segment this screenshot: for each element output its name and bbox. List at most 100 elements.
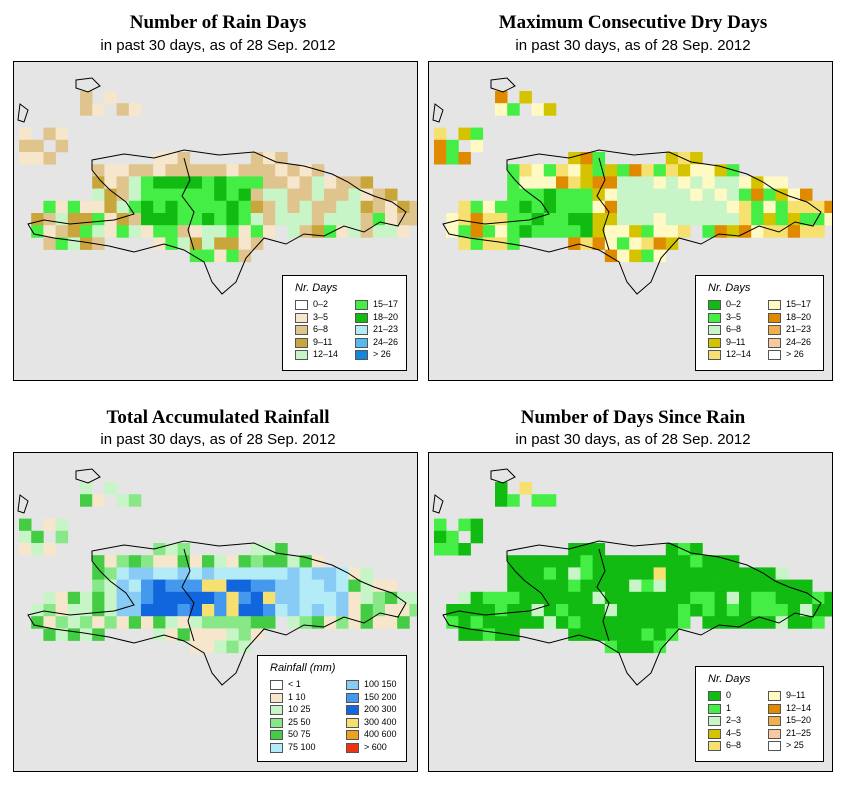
- grid-cell: [128, 494, 142, 507]
- grid-cell: [92, 176, 105, 189]
- legend-label: 25 50: [288, 716, 311, 727]
- grid-cell: [263, 164, 276, 177]
- legend-label: 21–25: [786, 727, 812, 738]
- panel-subtitle: in past 30 days, as of 28 Sep. 2012: [100, 431, 336, 448]
- grid-cell: [336, 567, 349, 580]
- grid-cell: [702, 200, 715, 214]
- grid-cell: [189, 591, 203, 605]
- grid-cell: [336, 176, 349, 189]
- grid-cell: [348, 200, 361, 214]
- grid-cell: [787, 604, 801, 617]
- grid-cell: [189, 200, 203, 214]
- grid-cell: [617, 237, 630, 250]
- grid-cell: [141, 567, 154, 580]
- grid-cell: [43, 591, 56, 605]
- grid-cell: [311, 579, 325, 593]
- grid-cell: [238, 188, 252, 202]
- grid-cell: [592, 579, 606, 593]
- grid-cell: [275, 176, 288, 189]
- grid-cell: [641, 225, 654, 238]
- legend-swatch: [295, 350, 308, 360]
- grid-cell: [287, 213, 300, 226]
- grid-cell: [495, 616, 508, 629]
- grid-cell: [104, 164, 117, 177]
- grid-cell: [275, 200, 288, 214]
- legend-title: Nr. Days: [295, 282, 338, 294]
- grid-cell: [653, 567, 667, 580]
- grid-cell: [226, 188, 239, 202]
- grid-cell: [43, 200, 56, 214]
- grid-cell: [726, 579, 740, 593]
- legend-label: 18–20: [786, 311, 812, 322]
- grid-cell: [250, 604, 264, 617]
- grid-cell: [409, 213, 417, 226]
- grid-cell: [360, 567, 374, 580]
- grid-cell: [372, 213, 386, 226]
- grid-cell: [568, 628, 581, 641]
- grid-cell: [568, 616, 581, 629]
- grid-cell: [458, 237, 471, 250]
- grid-cell: [617, 249, 630, 263]
- grid-cell: [580, 604, 593, 617]
- grid-cell: [714, 176, 728, 189]
- legend-swatch: [270, 680, 283, 690]
- grid-cell: [519, 225, 532, 238]
- grid-cell: [104, 91, 117, 104]
- grid-cell: [67, 604, 81, 617]
- grid-cell: [214, 579, 227, 593]
- grid-cell: [311, 188, 325, 202]
- grid-cell: [360, 213, 374, 226]
- grid-cell: [31, 616, 44, 629]
- grid-cell: [31, 139, 44, 153]
- grid-cell: [238, 225, 252, 238]
- grid-cell: [641, 188, 654, 202]
- grid-cell: [67, 591, 81, 605]
- grid-cell: [495, 604, 508, 617]
- grid-cell: [153, 579, 166, 593]
- grid-cell: [287, 604, 300, 617]
- legend-label: < 1: [288, 679, 301, 689]
- grid-cell: [495, 91, 508, 104]
- grid-cell: [702, 188, 715, 202]
- grid-cell: [604, 225, 618, 238]
- grid-cell: [214, 591, 227, 605]
- grid-cell: [678, 225, 691, 238]
- grid-cell: [690, 591, 703, 605]
- grid-cell: [299, 200, 313, 214]
- legend-label: > 600: [364, 741, 387, 752]
- grid-cell: [348, 176, 361, 189]
- grid-cell: [714, 188, 728, 202]
- grid-cell: [287, 579, 300, 593]
- grid-cell: [55, 200, 69, 214]
- grid-cell: [531, 188, 545, 202]
- grid-cell: [202, 628, 215, 641]
- country-border: [596, 157, 610, 251]
- grid-cell: [202, 176, 215, 189]
- grid-cell: [543, 567, 557, 580]
- grid-cell: [592, 616, 606, 629]
- grid-cell: [324, 188, 337, 202]
- grid-cell: [324, 616, 337, 629]
- grid-cell: [202, 164, 215, 177]
- grid-cell: [385, 616, 398, 629]
- grid-cell: [446, 530, 459, 544]
- grid-cell: [531, 200, 545, 214]
- grid-cell: [641, 640, 654, 654]
- grid-cell: [336, 213, 349, 226]
- grid-cell: [629, 237, 642, 250]
- grid-cell: [519, 616, 532, 629]
- grid-cell: [92, 103, 105, 116]
- grid-cell: [165, 579, 178, 593]
- grid-cell: [507, 628, 520, 641]
- grid-cell: [800, 579, 813, 593]
- coastline: [27, 540, 407, 686]
- grid-cell: [800, 604, 813, 617]
- grid-cell: [482, 200, 496, 214]
- legend: Nr. Days 0–2 3–5 6–8 9–11 12–14 15–17 18–20 21–2…: [695, 275, 824, 371]
- map-rain-days: Nr. Days 0–2 3–5 6–8 9–11 12–14 15–17 18–20 21–2…: [13, 61, 418, 381]
- legend-swatch: [768, 325, 781, 335]
- grid-cell: [726, 604, 740, 617]
- grid-cell: [556, 225, 569, 238]
- grid-cell: [397, 200, 410, 214]
- grid-cell: [507, 494, 520, 507]
